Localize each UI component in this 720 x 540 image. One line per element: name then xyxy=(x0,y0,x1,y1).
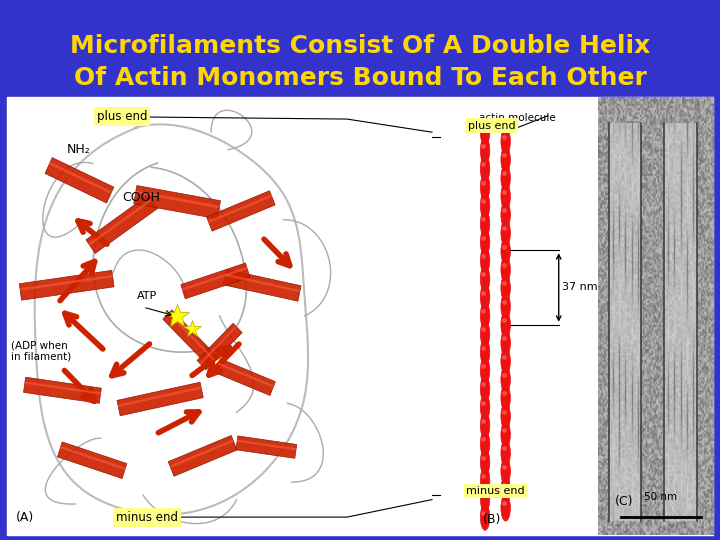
Circle shape xyxy=(480,431,490,457)
Polygon shape xyxy=(168,313,215,360)
Polygon shape xyxy=(58,442,127,478)
Circle shape xyxy=(501,183,510,210)
Circle shape xyxy=(480,174,490,200)
Polygon shape xyxy=(181,263,250,299)
Polygon shape xyxy=(237,440,296,450)
Text: ATP: ATP xyxy=(137,291,157,301)
Circle shape xyxy=(480,137,490,164)
Text: NH₂: NH₂ xyxy=(67,143,91,156)
Circle shape xyxy=(480,485,490,512)
Text: (C): (C) xyxy=(615,495,634,508)
Text: Of Actin Monomers Bound To Each Other: Of Actin Monomers Bound To Each Other xyxy=(73,66,647,90)
Text: (B): (B) xyxy=(483,513,501,526)
Circle shape xyxy=(501,201,510,228)
Polygon shape xyxy=(60,446,125,470)
Polygon shape xyxy=(223,269,301,301)
Polygon shape xyxy=(117,382,203,416)
Circle shape xyxy=(501,458,510,484)
Text: (ADP when
in filament): (ADP when in filament) xyxy=(12,340,72,362)
Polygon shape xyxy=(163,310,217,366)
Circle shape xyxy=(480,247,490,274)
Circle shape xyxy=(480,284,490,310)
Polygon shape xyxy=(215,359,275,395)
Circle shape xyxy=(480,119,490,145)
Circle shape xyxy=(501,367,510,393)
Polygon shape xyxy=(86,194,158,253)
Circle shape xyxy=(501,385,510,411)
Circle shape xyxy=(480,302,490,329)
Polygon shape xyxy=(20,275,113,291)
Circle shape xyxy=(480,321,490,347)
Circle shape xyxy=(480,229,490,255)
Circle shape xyxy=(480,357,490,383)
Circle shape xyxy=(501,440,510,466)
Circle shape xyxy=(501,275,510,301)
Text: minus end: minus end xyxy=(466,486,525,496)
Polygon shape xyxy=(197,323,242,370)
Polygon shape xyxy=(225,274,300,292)
Polygon shape xyxy=(236,436,297,458)
Polygon shape xyxy=(24,377,102,403)
Circle shape xyxy=(480,467,490,494)
Circle shape xyxy=(480,211,490,237)
Polygon shape xyxy=(170,440,234,468)
Circle shape xyxy=(480,266,490,292)
Circle shape xyxy=(501,403,510,429)
Polygon shape xyxy=(199,326,237,365)
Polygon shape xyxy=(168,435,237,476)
Circle shape xyxy=(480,192,490,219)
Circle shape xyxy=(501,330,510,356)
Polygon shape xyxy=(218,362,274,388)
Circle shape xyxy=(501,256,510,283)
Text: COOH: COOH xyxy=(122,191,160,204)
Circle shape xyxy=(501,128,510,154)
Text: (A): (A) xyxy=(16,511,34,524)
Circle shape xyxy=(480,376,490,402)
Circle shape xyxy=(480,449,490,475)
Circle shape xyxy=(480,413,490,438)
Polygon shape xyxy=(19,271,114,300)
Polygon shape xyxy=(89,198,153,246)
Circle shape xyxy=(501,348,510,374)
Polygon shape xyxy=(134,186,220,219)
Bar xyxy=(665,124,697,522)
Bar xyxy=(609,124,642,522)
Polygon shape xyxy=(182,267,248,291)
Circle shape xyxy=(501,293,510,320)
Circle shape xyxy=(480,504,490,530)
Circle shape xyxy=(501,165,510,191)
Circle shape xyxy=(501,146,510,173)
Text: plus end: plus end xyxy=(96,110,147,123)
Circle shape xyxy=(501,495,510,521)
Circle shape xyxy=(501,312,510,338)
Circle shape xyxy=(501,476,510,503)
Polygon shape xyxy=(118,387,202,407)
Polygon shape xyxy=(135,191,220,208)
Polygon shape xyxy=(24,381,101,395)
Circle shape xyxy=(501,422,510,448)
Circle shape xyxy=(480,156,490,182)
Polygon shape xyxy=(45,158,114,203)
Circle shape xyxy=(501,220,510,246)
Circle shape xyxy=(480,394,490,420)
Text: minus end: minus end xyxy=(117,511,179,524)
Text: 50 nm: 50 nm xyxy=(644,492,678,502)
Text: Microfilaments Consist Of A Double Helix: Microfilaments Consist Of A Double Helix xyxy=(70,34,650,58)
Circle shape xyxy=(501,238,510,265)
Polygon shape xyxy=(207,191,275,231)
Text: actin molecule: actin molecule xyxy=(479,112,556,123)
Polygon shape xyxy=(208,194,272,223)
Text: 37 nm: 37 nm xyxy=(562,282,598,293)
Polygon shape xyxy=(49,162,112,194)
Text: plus end: plus end xyxy=(469,120,516,131)
Circle shape xyxy=(480,339,490,365)
